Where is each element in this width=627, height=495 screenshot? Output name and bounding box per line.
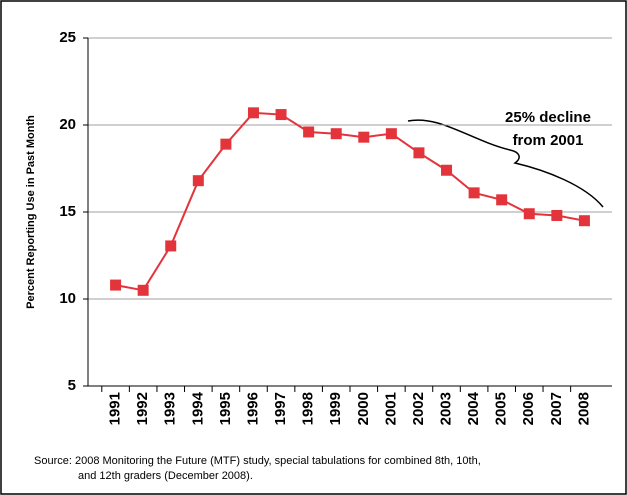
marker bbox=[413, 147, 425, 159]
marker bbox=[165, 240, 177, 252]
source: Source: 2008 Monitoring the Future (MTF)… bbox=[34, 455, 481, 467]
x-tick-label: 2000 bbox=[355, 392, 372, 425]
marker bbox=[110, 279, 122, 291]
x-tick-label: 1999 bbox=[327, 392, 344, 425]
marker bbox=[523, 208, 535, 220]
marker bbox=[275, 109, 287, 121]
y-tick-label: 20 bbox=[59, 116, 76, 133]
x-tick-label: 2006 bbox=[520, 392, 537, 425]
y-tick-label: 15 bbox=[59, 203, 76, 220]
marker bbox=[247, 107, 259, 119]
bracket bbox=[407, 119, 604, 208]
x-tick-label: 1991 bbox=[107, 392, 124, 425]
marker bbox=[192, 175, 204, 187]
marker bbox=[551, 209, 563, 221]
y-axis-label: Percent Reporting Use in Past Month bbox=[25, 115, 37, 309]
x-tick-label: 1997 bbox=[272, 392, 289, 425]
annotation: 25% decline bbox=[505, 109, 591, 126]
x-tick-label: 1996 bbox=[244, 392, 261, 425]
marker bbox=[358, 131, 370, 143]
marker bbox=[578, 215, 590, 227]
marker bbox=[385, 128, 397, 140]
x-tick-label: 1992 bbox=[134, 392, 151, 425]
y-tick-label: 5 bbox=[68, 377, 76, 394]
x-tick-label: 2008 bbox=[575, 392, 592, 425]
marker bbox=[220, 138, 232, 150]
y-tick-label: 10 bbox=[59, 290, 76, 307]
x-tick-label: 2007 bbox=[548, 392, 565, 425]
marker bbox=[496, 194, 508, 206]
annotation: from 2001 bbox=[513, 132, 584, 149]
marker bbox=[441, 164, 453, 176]
y-tick-label: 25 bbox=[59, 29, 76, 46]
marker bbox=[330, 128, 342, 140]
x-tick-label: 2001 bbox=[382, 392, 399, 425]
x-tick-label: 2002 bbox=[410, 392, 427, 425]
marker bbox=[137, 284, 149, 296]
x-tick-label: 2003 bbox=[437, 392, 454, 425]
x-tick-label: 2004 bbox=[465, 391, 482, 425]
x-tick-label: 1995 bbox=[217, 392, 234, 425]
marker bbox=[303, 126, 315, 138]
source: and 12th graders (December 2008). bbox=[78, 470, 253, 482]
x-tick-label: 1994 bbox=[189, 391, 206, 425]
x-tick-label: 1998 bbox=[300, 392, 317, 425]
x-tick-label: 1993 bbox=[162, 392, 179, 425]
marker bbox=[468, 187, 480, 199]
x-tick-label: 2005 bbox=[493, 392, 510, 425]
